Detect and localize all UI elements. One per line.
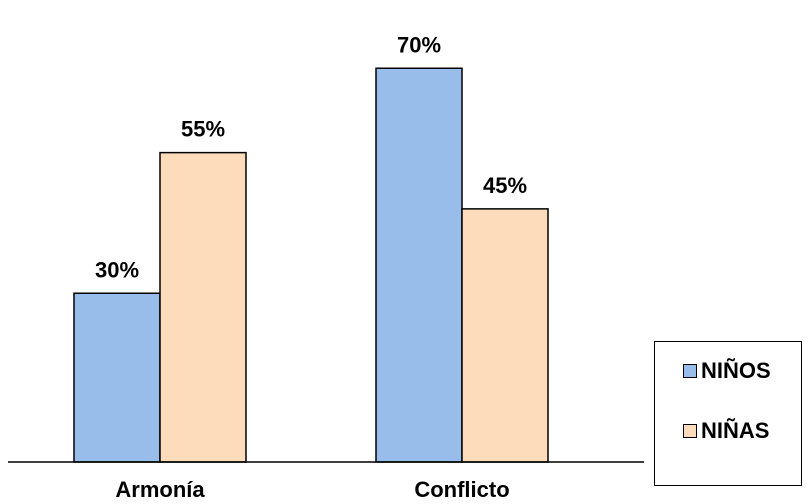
data-label-niñas-0: 55% xyxy=(181,117,225,142)
legend-item-ninas: NIÑAS xyxy=(683,418,769,444)
data-label-niños-0: 30% xyxy=(95,257,139,282)
legend-label-ninos: NIÑOS xyxy=(701,358,771,383)
legend: NIÑOS NIÑAS xyxy=(654,341,802,486)
bar-niñas-0 xyxy=(159,151,247,463)
bar-niños-0 xyxy=(73,292,161,463)
bar-niños-1 xyxy=(375,67,463,463)
bar-niñas-1 xyxy=(461,208,549,463)
legend-swatch-ninos xyxy=(683,364,697,378)
category-label-1: Conflicto xyxy=(414,477,509,502)
data-label-niños-1: 70% xyxy=(397,32,441,57)
category-label-0: Armonía xyxy=(115,477,205,502)
legend-item-ninos: NIÑOS xyxy=(683,358,771,384)
data-label-niñas-1: 45% xyxy=(483,173,527,198)
legend-swatch-ninas xyxy=(683,424,697,438)
legend-label-ninas: NIÑAS xyxy=(701,418,770,443)
